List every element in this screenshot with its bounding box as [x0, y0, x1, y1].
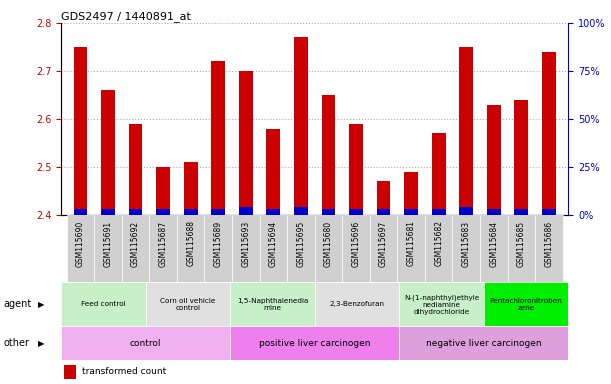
Bar: [64, 365, 76, 379]
Bar: [145, 282, 230, 326]
Text: negative liver carcinogen: negative liver carcinogen: [426, 339, 541, 348]
Text: GSM115681: GSM115681: [407, 220, 415, 266]
Bar: [399, 326, 568, 360]
Text: Feed control: Feed control: [81, 301, 126, 307]
Bar: [399, 282, 484, 326]
Text: GSM115695: GSM115695: [296, 220, 306, 266]
Bar: [432, 209, 445, 215]
Text: GSM115694: GSM115694: [269, 220, 278, 266]
Bar: [61, 326, 230, 360]
Bar: [239, 207, 253, 215]
Text: other: other: [3, 338, 29, 348]
Bar: [156, 209, 170, 215]
Text: GSM115683: GSM115683: [462, 220, 470, 266]
Text: GSM115690: GSM115690: [76, 220, 85, 266]
Text: GSM115692: GSM115692: [131, 220, 140, 266]
Text: GSM115682: GSM115682: [434, 220, 443, 266]
Bar: [397, 215, 425, 282]
Bar: [230, 326, 399, 360]
Bar: [535, 215, 563, 282]
Bar: [349, 209, 363, 215]
Bar: [459, 47, 473, 384]
Bar: [342, 215, 370, 282]
Bar: [266, 209, 280, 215]
Bar: [404, 209, 418, 215]
Bar: [514, 100, 529, 384]
Bar: [211, 209, 225, 215]
Bar: [239, 71, 253, 384]
Text: GSM115691: GSM115691: [103, 220, 112, 266]
Bar: [232, 215, 260, 282]
Bar: [425, 215, 453, 282]
Bar: [73, 209, 87, 215]
Text: 2,3-Benzofuran: 2,3-Benzofuran: [329, 301, 384, 307]
Text: GSM115697: GSM115697: [379, 220, 388, 266]
Bar: [205, 215, 232, 282]
Text: GSM115680: GSM115680: [324, 220, 333, 266]
Text: GSM115687: GSM115687: [159, 220, 167, 266]
Bar: [376, 209, 390, 215]
Bar: [480, 215, 508, 282]
Text: Pentachloronitroben
zene: Pentachloronitroben zene: [489, 298, 562, 311]
Bar: [94, 215, 122, 282]
Text: Corn oil vehicle
control: Corn oil vehicle control: [160, 298, 216, 311]
Bar: [294, 207, 308, 215]
Bar: [487, 105, 500, 384]
Bar: [453, 215, 480, 282]
Bar: [73, 47, 87, 384]
Bar: [67, 215, 94, 282]
Text: GDS2497 / 1440891_at: GDS2497 / 1440891_at: [61, 11, 191, 22]
Text: GSM115684: GSM115684: [489, 220, 499, 266]
Text: 1,5-Naphthalenedia
mine: 1,5-Naphthalenedia mine: [236, 298, 308, 311]
Text: ▶: ▶: [38, 339, 45, 348]
Bar: [294, 38, 308, 384]
Bar: [122, 215, 149, 282]
Text: positive liver carcinogen: positive liver carcinogen: [259, 339, 370, 348]
Text: GSM115688: GSM115688: [186, 220, 195, 266]
Bar: [101, 90, 115, 384]
Bar: [321, 209, 335, 215]
Bar: [459, 207, 473, 215]
Bar: [129, 209, 142, 215]
Bar: [287, 215, 315, 282]
Text: GSM115686: GSM115686: [544, 220, 554, 266]
Bar: [404, 172, 418, 384]
Bar: [260, 215, 287, 282]
Text: GSM115696: GSM115696: [351, 220, 360, 266]
Text: N-(1-naphthyl)ethyle
nediamine
dihydrochloride: N-(1-naphthyl)ethyle nediamine dihydroch…: [404, 294, 479, 314]
Bar: [432, 134, 445, 384]
Bar: [177, 215, 205, 282]
Bar: [514, 209, 529, 215]
Bar: [184, 162, 197, 384]
Text: agent: agent: [3, 299, 31, 310]
Text: ▶: ▶: [38, 300, 45, 309]
Bar: [101, 209, 115, 215]
Bar: [266, 129, 280, 384]
Bar: [315, 215, 342, 282]
Bar: [542, 52, 556, 384]
Bar: [349, 124, 363, 384]
Bar: [211, 61, 225, 384]
Text: GSM115693: GSM115693: [241, 220, 251, 266]
Text: control: control: [130, 339, 161, 348]
Bar: [184, 209, 197, 215]
Bar: [376, 181, 390, 384]
Bar: [508, 215, 535, 282]
Bar: [129, 124, 142, 384]
Bar: [156, 167, 170, 384]
Bar: [321, 95, 335, 384]
Text: GSM115689: GSM115689: [214, 220, 222, 266]
Text: GSM115685: GSM115685: [517, 220, 526, 266]
Bar: [61, 282, 145, 326]
Bar: [230, 282, 315, 326]
Text: transformed count: transformed count: [82, 367, 167, 376]
Bar: [370, 215, 397, 282]
Bar: [542, 209, 556, 215]
Bar: [149, 215, 177, 282]
Bar: [484, 282, 568, 326]
Bar: [487, 209, 500, 215]
Bar: [315, 282, 399, 326]
